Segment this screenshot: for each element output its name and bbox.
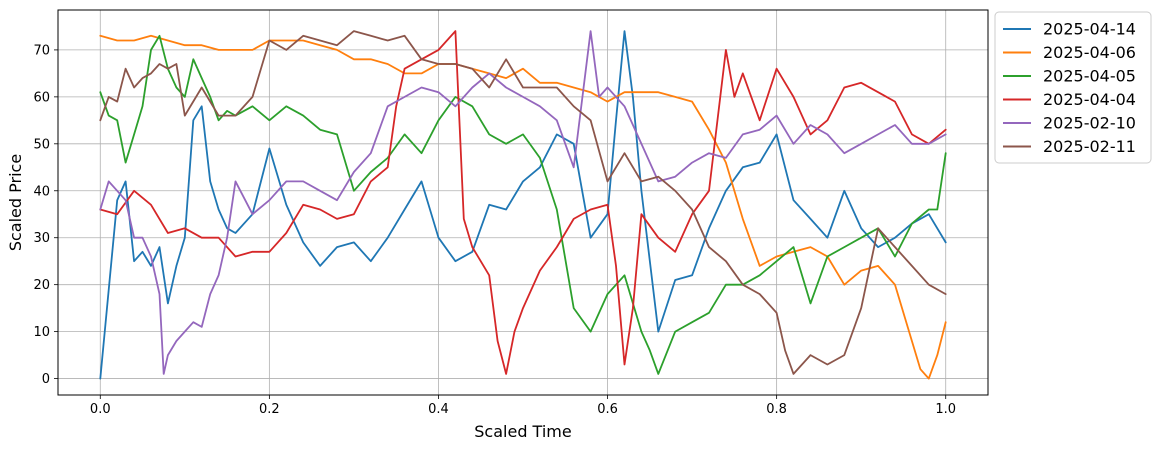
y-tick-label: 0: [42, 372, 50, 387]
y-tick-label: 30: [33, 231, 50, 246]
y-tick-label: 70: [33, 43, 50, 58]
legend-label: 2025-04-14: [1043, 20, 1136, 39]
legend-label: 2025-04-05: [1043, 67, 1136, 86]
series-line-2025-02-10: [99, 30, 947, 375]
x-tick-label: 0.4: [428, 402, 449, 417]
y-tick-label: 50: [33, 137, 50, 152]
legend-label: 2025-02-10: [1043, 114, 1136, 133]
series-line-2025-04-05: [99, 34, 947, 375]
legend-box: [994, 11, 1152, 164]
x-tick-label: 0.6: [597, 402, 618, 417]
y-axis-label: Scaled Price: [6, 154, 25, 251]
plot-frame: [57, 9, 989, 396]
y-tick-label: 40: [33, 184, 50, 199]
legend-label: 2025-02-11: [1043, 137, 1136, 156]
x-tick-label: 0.8: [766, 402, 787, 417]
legend-label: 2025-04-06: [1043, 43, 1136, 62]
y-tick-label: 20: [33, 278, 50, 293]
x-tick-label: 0.0: [90, 402, 111, 417]
x-tick-label: 0.2: [259, 402, 280, 417]
legend: 2025-04-14 2025-04-06 2025-04-05 2025-04-04…: [994, 11, 1152, 164]
series-line-2025-04-04: [99, 30, 947, 375]
x-axis-ticks: 0.0 0.2 0.4 0.6 0.8 1.0: [90, 395, 956, 417]
x-axis-label: Scaled Time: [474, 422, 571, 441]
x-tick-label: 1.0: [935, 402, 956, 417]
y-axis-ticks: 0 10 20 30 40 50 60 70: [33, 43, 58, 387]
y-tick-label: 60: [33, 90, 50, 105]
series-line-2025-04-06: [99, 34, 947, 380]
legend-label: 2025-04-04: [1043, 90, 1136, 109]
y-tick-label: 10: [33, 325, 50, 340]
series-line-2025-04-14: [99, 30, 947, 380]
series-lines: [99, 30, 947, 380]
series-line-2025-02-11: [99, 30, 947, 375]
